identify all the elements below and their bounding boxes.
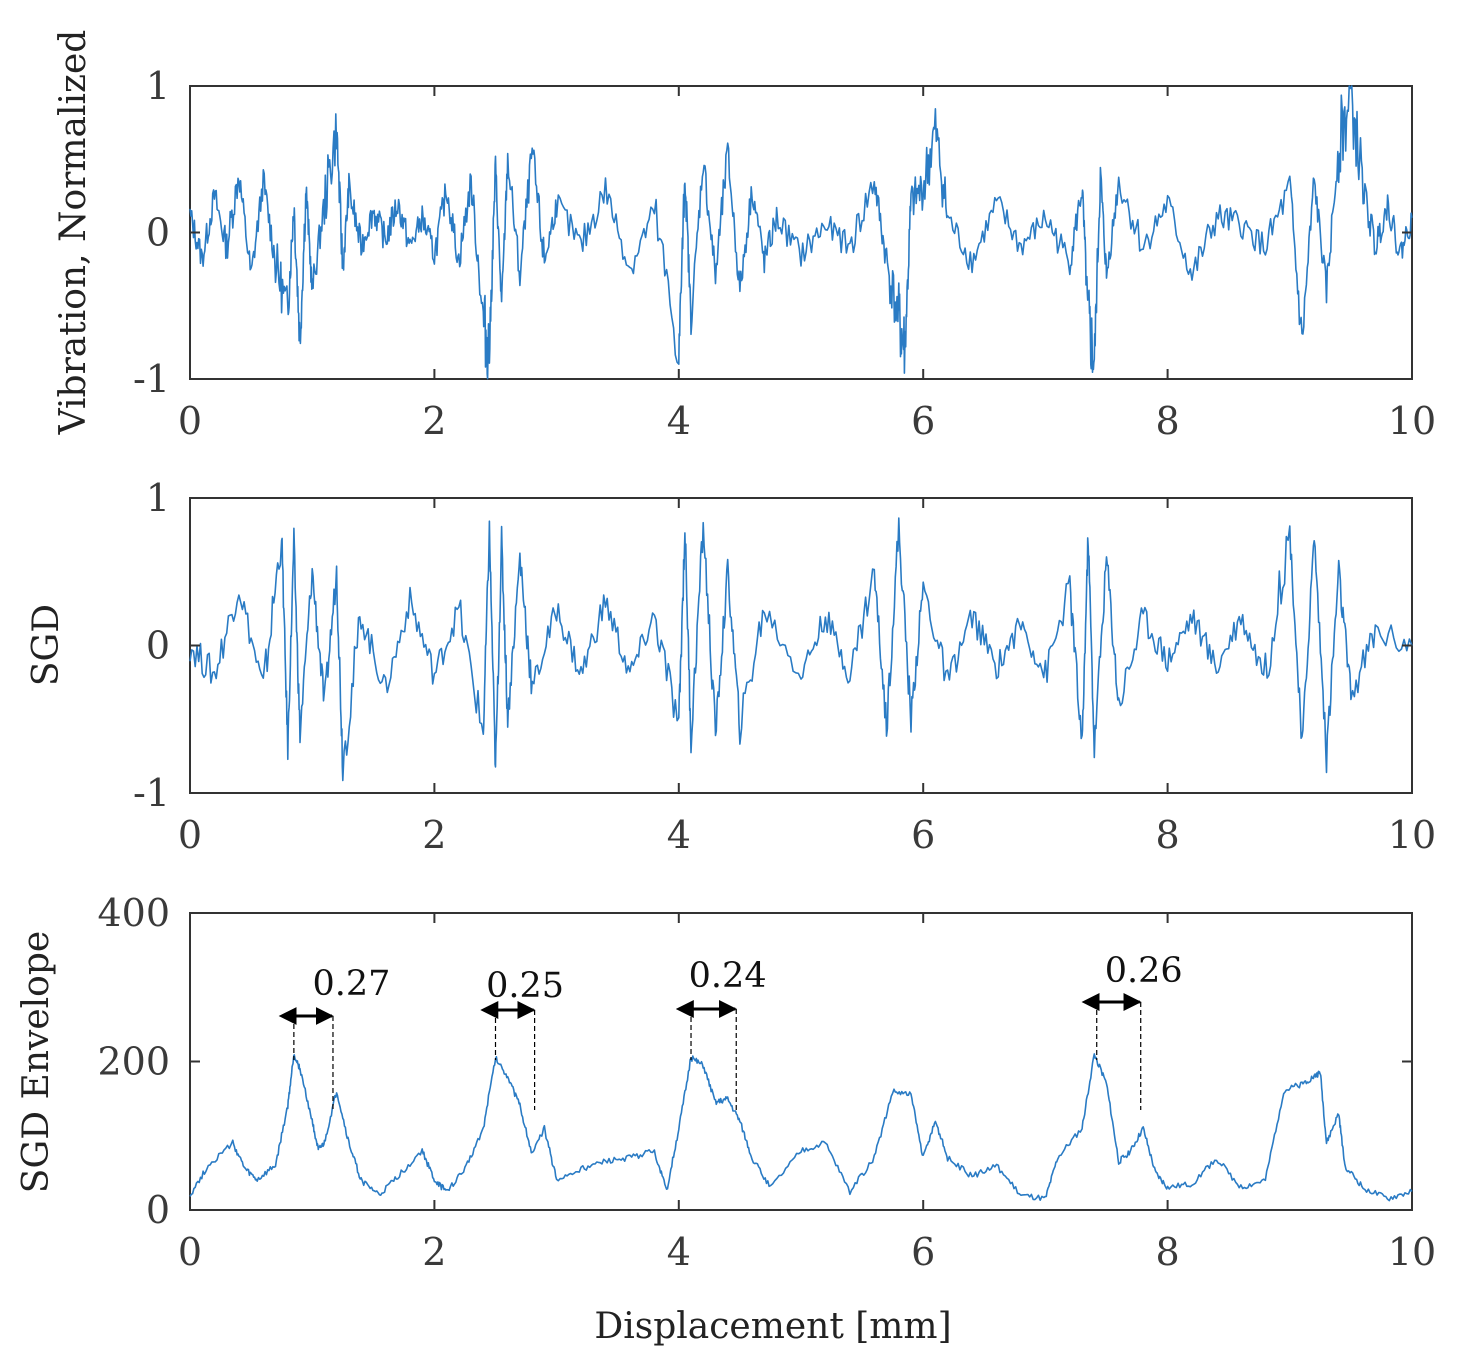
- panel-sgd: 0 2 4 6 8 10-101 SGD: [26, 476, 1436, 857]
- x-tick-label-sgd-1: 2: [422, 813, 446, 857]
- x-tick-label-sgd-envelope-0: 0: [178, 1230, 202, 1274]
- y-axis-label-sgd: SGD: [26, 604, 67, 686]
- x-tick-label-sgd-envelope-4: 8: [1156, 1230, 1180, 1274]
- y-tick-label-vibration-1: 0: [146, 211, 170, 255]
- y-tick-label-sgd-envelope-2: 400: [97, 891, 170, 935]
- ticks-vibration: 0 2 4 6 8 10-101: [133, 64, 1436, 443]
- x-tick-label-vibration-3: 6: [911, 399, 935, 443]
- y-tick-label-sgd-0: -1: [133, 771, 170, 815]
- y-axis-label-vibration: Vibration, Normalized: [53, 30, 94, 436]
- x-tick-label-sgd-envelope-1: 2: [422, 1230, 446, 1274]
- series-line-sgd-0: [189, 517, 1413, 782]
- x-tick-label-sgd-5: 10: [1388, 813, 1436, 857]
- y-tick-label-sgd-envelope-1: 200: [97, 1040, 170, 1084]
- x-tick-label-sgd-4: 8: [1156, 813, 1180, 857]
- annotation-label-2: 0.24: [689, 956, 767, 996]
- x-tick-label-vibration-1: 2: [422, 399, 446, 443]
- x-tick-label-vibration-0: 0: [178, 399, 202, 443]
- y-tick-label-vibration-0: -1: [133, 357, 170, 401]
- series-line-sgd-envelope-0: [189, 1053, 1413, 1202]
- series-vibration: [189, 85, 1413, 380]
- panel-sgd-envelope: 0.27 0.25 0.24 0.26 0 2 4 6 8 10 0 200 400 SGD Enve…: [16, 891, 1436, 1347]
- ticks-sgd: 0 2 4 6 8 10-101: [133, 476, 1436, 857]
- plot-area-vibration: [189, 85, 1413, 380]
- ticks-sgd-envelope: 0 2 4 6 8 10 0 200 400: [97, 891, 1436, 1274]
- x-tick-label-vibration-5: 10: [1388, 399, 1436, 443]
- plot-area-sgd-envelope: [189, 912, 1413, 1211]
- series-line-vibration-0: [189, 85, 1413, 380]
- x-tick-label-sgd-0: 0: [178, 813, 202, 857]
- annotations-sgd-envelope: 0.27 0.25 0.24 0.26: [278, 951, 1183, 1110]
- x-tick-label-sgd-envelope-3: 6: [911, 1230, 935, 1274]
- annotation-label-3: 0.26: [1105, 951, 1183, 991]
- annotation-label-1: 0.25: [486, 966, 564, 1006]
- x-axis-label: Displacement [mm]: [594, 1306, 951, 1347]
- x-tick-label-vibration-2: 4: [667, 399, 691, 443]
- x-tick-label-sgd-3: 6: [911, 813, 935, 857]
- y-axis-label-sgd-envelope: SGD Envelope: [16, 931, 57, 1193]
- y-tick-label-vibration-2: 1: [146, 64, 170, 108]
- x-tick-label-sgd-envelope-5: 10: [1388, 1230, 1436, 1274]
- x-tick-label-sgd-2: 4: [667, 813, 691, 857]
- panel-vibration: 0 2 4 6 8 10-101 Vibration, Normalized: [53, 30, 1436, 443]
- x-tick-label-sgd-envelope-2: 4: [667, 1230, 691, 1274]
- annotation-label-0: 0.27: [312, 964, 390, 1004]
- series-sgd-envelope: [189, 1053, 1413, 1202]
- y-tick-label-sgd-2: 1: [146, 476, 170, 520]
- x-tick-label-vibration-4: 8: [1156, 399, 1180, 443]
- y-tick-label-sgd-1: 0: [146, 624, 170, 668]
- series-sgd: [189, 517, 1413, 782]
- y-tick-label-sgd-envelope-0: 0: [146, 1188, 170, 1232]
